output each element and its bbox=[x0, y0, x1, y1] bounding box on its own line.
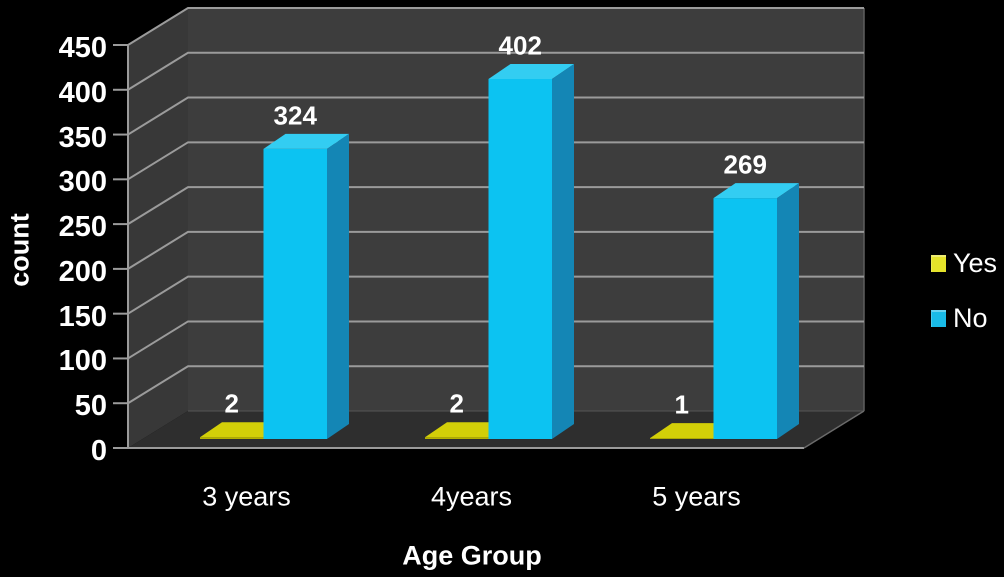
bar-top-no-5-years bbox=[713, 183, 799, 199]
bar-front-no-3-years bbox=[263, 148, 327, 439]
value-label-no-3-years: 324 bbox=[273, 100, 317, 131]
bar-front-no-5-years bbox=[713, 198, 777, 439]
legend-label-no: No bbox=[953, 303, 988, 333]
floor-right-edge bbox=[803, 410, 865, 449]
value-label-yes-4years: 2 bbox=[449, 388, 464, 419]
y-tick-label-150: 150 bbox=[58, 300, 107, 333]
x-axis-title: Age Group bbox=[402, 540, 542, 571]
value-label-no-5-years: 269 bbox=[723, 149, 767, 180]
bar-side-no-3-years bbox=[327, 133, 349, 439]
legend-item-yes: Yes bbox=[931, 250, 997, 277]
legend: Yes No bbox=[931, 250, 997, 332]
y-tick-label-0: 0 bbox=[90, 435, 107, 467]
gridline-150 bbox=[127, 275, 864, 315]
y-tick-label-300: 300 bbox=[58, 166, 107, 199]
bar-front-yes-5-years bbox=[650, 438, 714, 439]
gridline-450 bbox=[127, 7, 864, 46]
gridline-350 bbox=[127, 96, 864, 136]
bar-top-no-3-years bbox=[263, 133, 349, 149]
bar-top-no-4years bbox=[488, 63, 574, 79]
gridline-300 bbox=[127, 141, 864, 181]
value-label-yes-3-years: 2 bbox=[224, 388, 239, 419]
category-label-5-years: 5 years bbox=[652, 481, 741, 512]
left-wall bbox=[128, 8, 188, 448]
legend-swatch-yes bbox=[931, 255, 946, 272]
gridline-250 bbox=[127, 186, 864, 225]
bar-front-yes-3-years bbox=[200, 437, 264, 439]
value-label-no-4years: 402 bbox=[498, 30, 542, 61]
y-tick-label-200: 200 bbox=[58, 255, 107, 288]
legend-label-yes: Yes bbox=[953, 248, 998, 278]
y-tick-label-400: 400 bbox=[58, 76, 107, 109]
legend-item-no: No bbox=[931, 305, 997, 332]
bar-side-no-5-years bbox=[777, 183, 799, 439]
bar-front-yes-4years bbox=[425, 437, 489, 439]
category-label-3-years: 3 years bbox=[202, 481, 291, 512]
legend-swatch-no bbox=[931, 310, 946, 327]
gridline-50 bbox=[127, 365, 864, 405]
bar-side-no-4years bbox=[552, 63, 574, 440]
y-tick-label-250: 250 bbox=[58, 211, 107, 244]
value-label-yes-5-years: 1 bbox=[674, 389, 689, 420]
y-tick-label-450: 450 bbox=[58, 32, 107, 64]
y-tick-label-350: 350 bbox=[58, 121, 107, 154]
y-tick-label-50: 50 bbox=[74, 390, 107, 423]
gridline-100 bbox=[127, 320, 864, 360]
category-label-4years: 4years bbox=[430, 481, 513, 512]
gridline-400 bbox=[127, 51, 864, 91]
y-tick-label-100: 100 bbox=[58, 345, 107, 378]
gridline-200 bbox=[127, 230, 864, 270]
bar-front-no-4years bbox=[488, 78, 552, 439]
